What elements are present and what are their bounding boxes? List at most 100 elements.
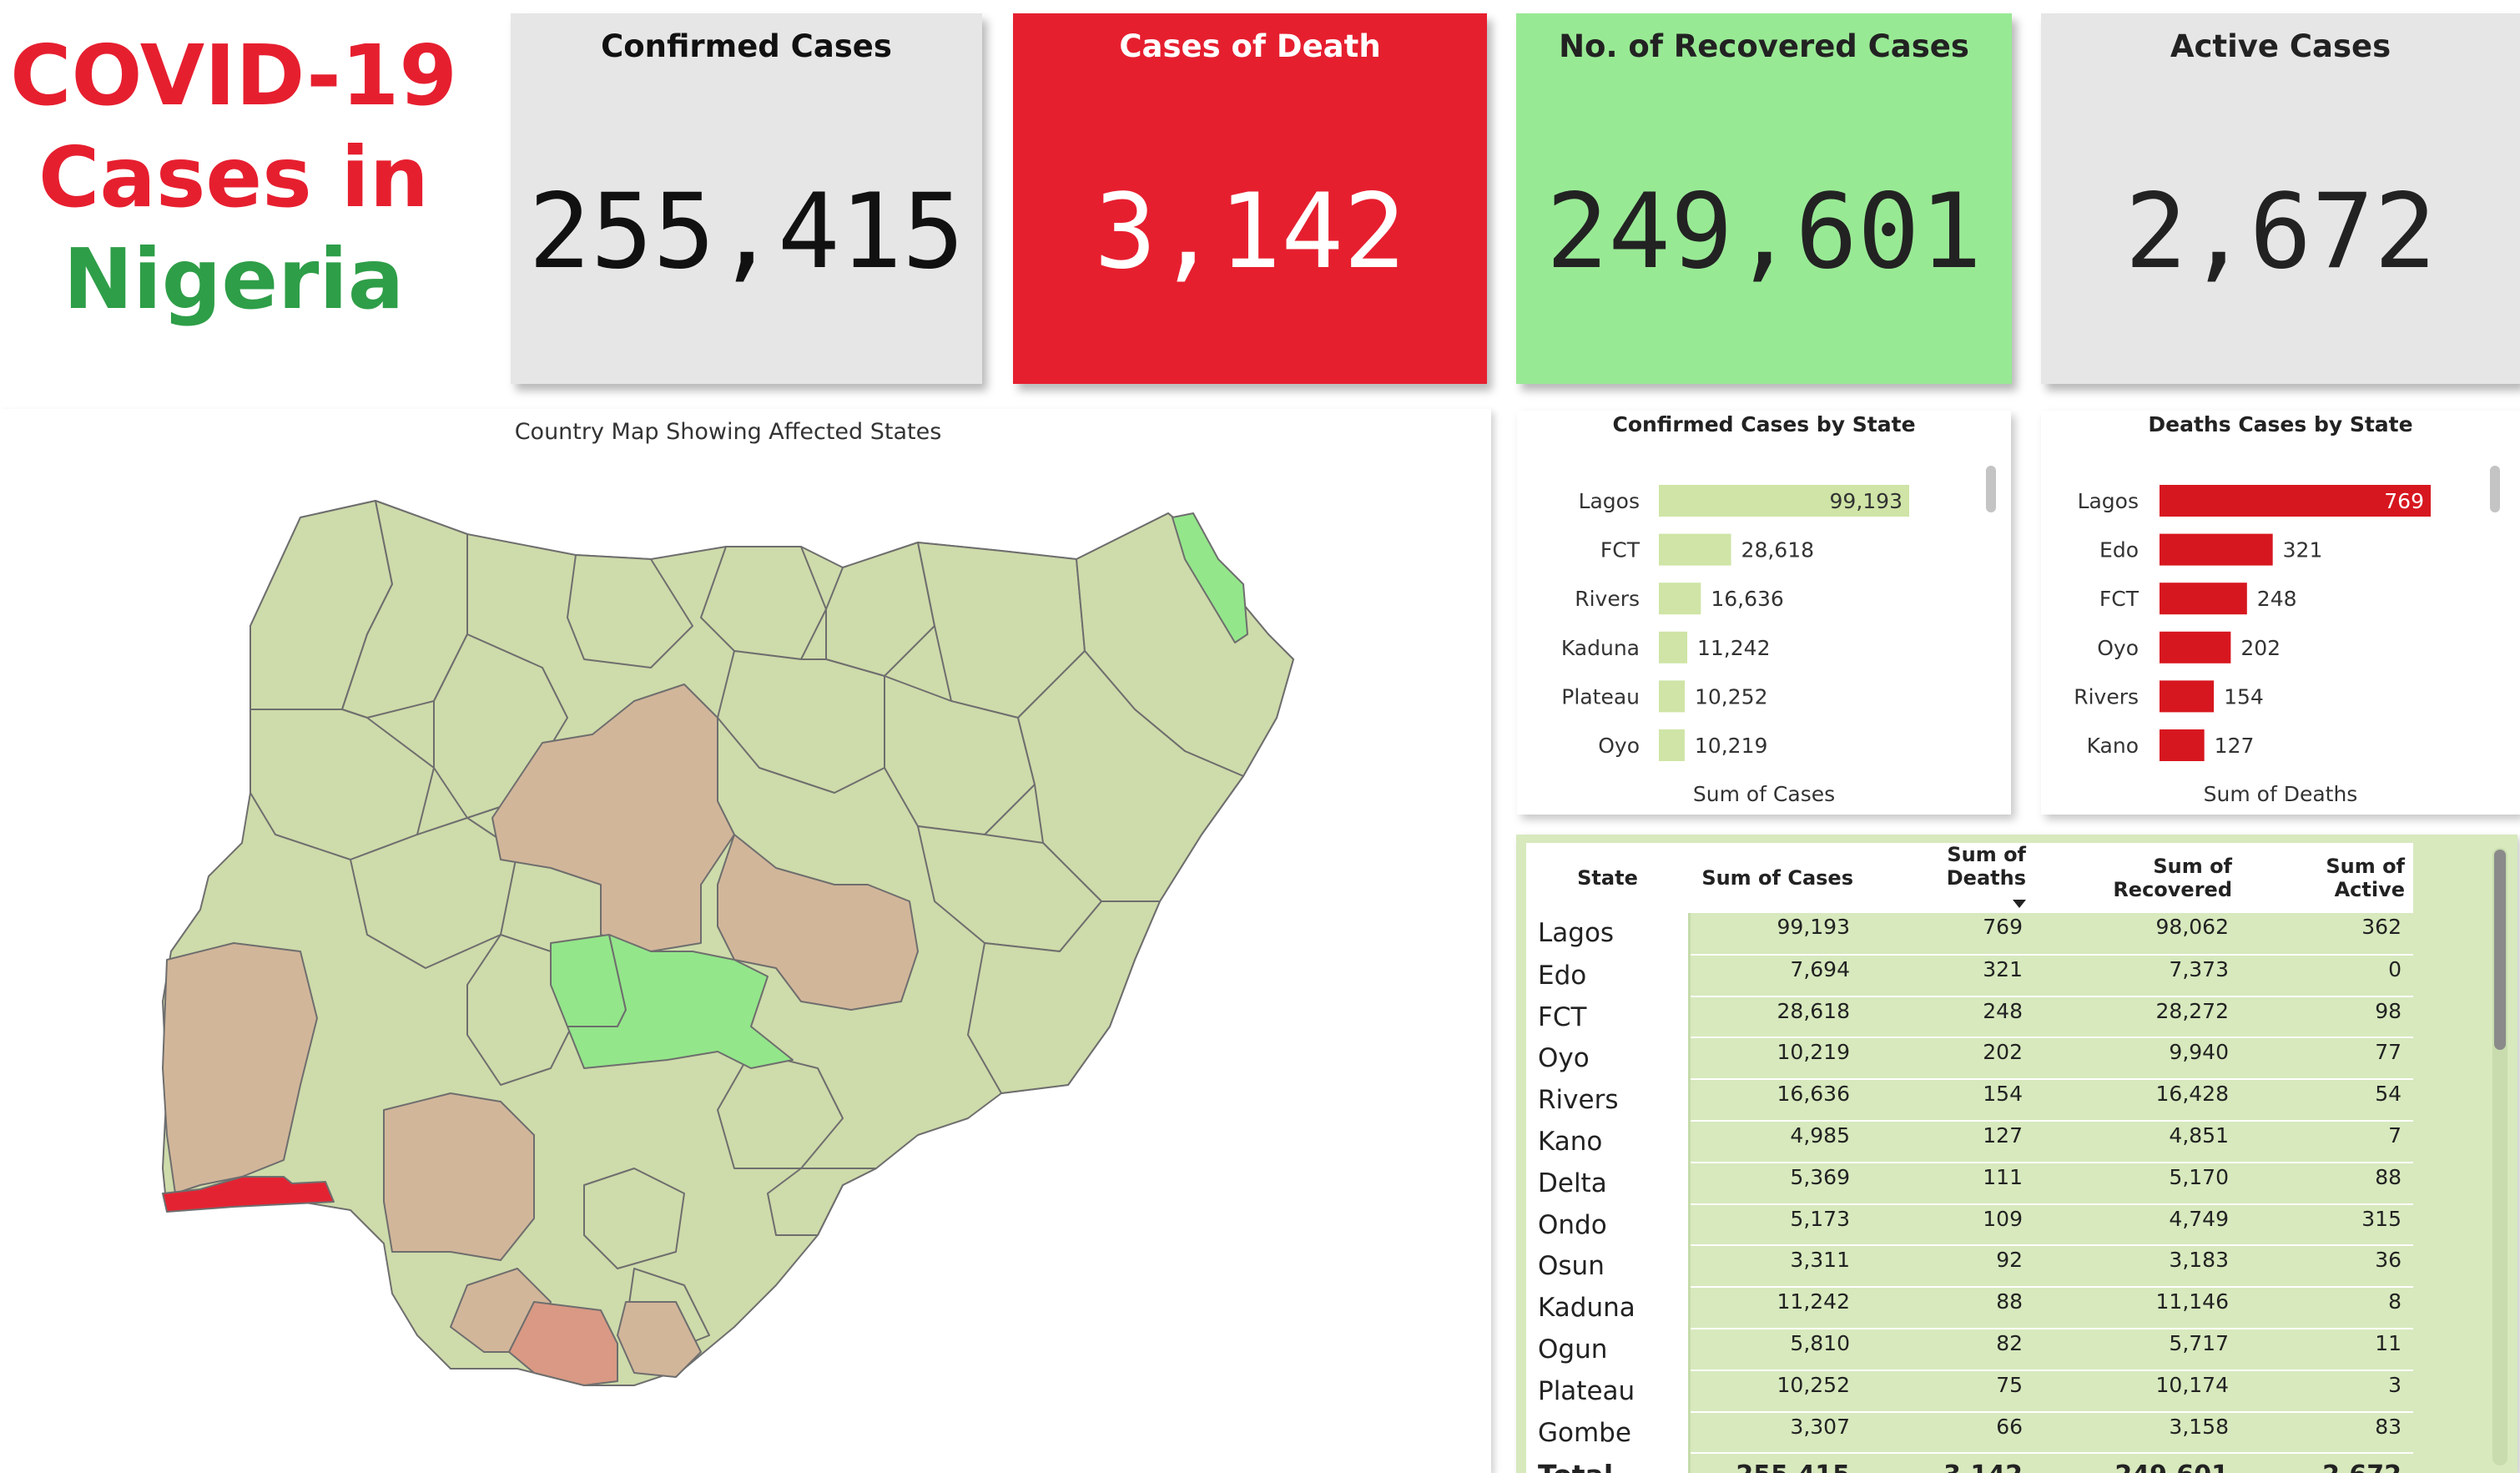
bar[interactable] [2160, 680, 2215, 713]
cell-sum-of-cases: 5,810 [1689, 1328, 1862, 1371]
cell-state: FCT [1526, 996, 1691, 1039]
cell-sum-of-cases: 7,694 [1689, 954, 1862, 997]
table-row[interactable]: Osun 3,311 92 3,183 36 [1526, 1245, 2413, 1289]
confirmed-bars[interactable]: Lagos 99,193 FCT 28,618 Rivers 16,636 Kaduna 11… [1517, 411, 2011, 815]
cell-sum-of-recovered: 5,717 [2034, 1328, 2240, 1371]
state-summary-table-panel[interactable]: State Sum of Cases Sum of Deaths Sum of … [1516, 835, 2517, 1473]
bar[interactable] [2160, 485, 2431, 517]
bar-category-label: Oyo [2097, 636, 2139, 660]
deaths-cases-by-state-chart[interactable]: Deaths Cases by State Lagos 769 Edo 321 FCT 2… [2041, 411, 2520, 815]
confirmed-cases-card[interactable]: Confirmed Cases 255,415 [511, 13, 982, 384]
cell-sum-of-cases: 3,307 [1689, 1411, 1862, 1455]
cell-sum-of-recovered: 9,940 [2034, 1037, 2240, 1081]
map-state [717, 650, 885, 794]
cell-sum-of-cases: 16,636 [1689, 1079, 1862, 1122]
map-state-rivers [508, 1301, 618, 1386]
chart-title: Confirmed Cases by State [1612, 412, 1916, 436]
table-row[interactable]: Gombe 3,307 66 3,158 83 [1526, 1411, 2413, 1455]
bar-value-label: 10,219 [1695, 734, 1767, 758]
nigeria-state-map[interactable] [0, 409, 1491, 1473]
bar[interactable] [1659, 533, 1731, 566]
header-state[interactable]: State [1526, 843, 1689, 913]
bar[interactable] [1659, 680, 1686, 713]
map-panel[interactable]: Country Map Showing Affected States [0, 409, 1491, 1473]
table-row[interactable]: Plateau 10,252 75 10,174 3 [1526, 1370, 2413, 1413]
map-title: Country Map Showing Affected States [514, 419, 942, 445]
table-body: Lagos 99,193 769 98,062 362 Edo 7,694 321 7,373 0… [1526, 913, 2413, 1473]
cell-state: Gombe [1526, 1411, 1691, 1455]
table-row[interactable]: Rivers 16,636 154 16,428 54 [1526, 1079, 2413, 1122]
cell-sum-of-deaths: 66 [1862, 1411, 2034, 1455]
header-sum-of-cases[interactable]: Sum of Cases [1689, 843, 1862, 913]
header-sum-of-active[interactable]: Sum of Active [2240, 843, 2413, 913]
bar[interactable] [2160, 533, 2273, 566]
card-value: 2,672 [2124, 172, 2437, 292]
total-value: 2,672 [2240, 1453, 2413, 1473]
card-value: 255,415 [528, 172, 965, 292]
bar-value-label: 127 [2215, 734, 2255, 758]
cell-state: Oyo [1526, 1037, 1691, 1081]
cell-sum-of-deaths: 154 [1862, 1079, 2034, 1122]
cell-state: Rivers [1526, 1079, 1691, 1122]
cell-sum-of-recovered: 4,749 [2034, 1203, 2240, 1247]
cell-sum-of-cases: 11,242 [1689, 1287, 1862, 1329]
title-line-1: COVID-19 [10, 27, 457, 124]
map-state-green [1172, 512, 1248, 643]
bar[interactable] [1659, 729, 1685, 761]
table-scrollbar[interactable] [2492, 848, 2507, 1465]
cell-sum-of-cases: 5,173 [1689, 1203, 1862, 1247]
cell-sum-of-recovered: 3,158 [2034, 1411, 2240, 1455]
bar-value-label: 28,618 [1741, 538, 1814, 562]
table-row[interactable]: FCT 28,618 248 28,272 98 [1526, 996, 2413, 1039]
cell-sum-of-recovered: 98,062 [2034, 913, 2240, 956]
card-label: Confirmed Cases [601, 28, 892, 64]
bar[interactable] [1659, 631, 1688, 663]
table-row[interactable]: Oyo 10,219 202 9,940 77 [1526, 1037, 2413, 1081]
header-sum-of-recovered[interactable]: Sum of Recovered [2034, 843, 2240, 913]
table-row[interactable]: Ondo 5,173 109 4,749 315 [1526, 1203, 2413, 1247]
map-state-green [567, 934, 794, 1069]
table-row[interactable]: Lagos 99,193 769 98,062 362 [1526, 913, 2413, 956]
table-row[interactable]: Kaduna 11,242 88 11,146 8 [1526, 1287, 2413, 1329]
table-row[interactable]: Kano 4,985 127 4,851 7 [1526, 1120, 2413, 1163]
bar-value-label: 11,242 [1697, 636, 1770, 660]
map-state-brown [162, 942, 318, 1194]
cell-state: Ogun [1526, 1328, 1691, 1371]
cell-sum-of-deaths: 88 [1862, 1287, 2034, 1329]
bar-category-label: Rivers [2074, 684, 2139, 709]
bar[interactable] [1659, 485, 1909, 517]
table-row[interactable]: Edo 7,694 321 7,373 0 [1526, 954, 2413, 997]
active-cases-card[interactable]: Active Cases 2,672 [2041, 13, 2520, 384]
death-bars[interactable]: Lagos 769 Edo 321 FCT 248 Oyo 202 Rivers 154 Kano 1… [2041, 411, 2520, 815]
bar[interactable] [2160, 631, 2231, 663]
map-state-lagos [162, 1176, 335, 1213]
cell-sum-of-recovered: 28,272 [2034, 996, 2240, 1039]
cell-sum-of-deaths: 109 [1862, 1203, 2034, 1247]
map-state [767, 1168, 877, 1236]
cell-sum-of-active: 88 [2240, 1162, 2413, 1205]
chart-scrollbar-thumb[interactable] [2490, 466, 2500, 512]
cell-sum-of-cases: 28,618 [1689, 996, 1862, 1039]
chart-scrollbar-thumb[interactable] [1986, 466, 1996, 512]
table-row[interactable]: Delta 5,369 111 5,170 88 [1526, 1162, 2413, 1205]
confirmed-cases-by-state-chart[interactable]: Confirmed Cases by State Lagos 99,193 FCT 2… [1517, 411, 2011, 815]
map-state [1017, 650, 1244, 902]
table-row[interactable]: Ogun 5,810 82 5,717 11 [1526, 1328, 2413, 1371]
bar[interactable] [2160, 583, 2247, 615]
total-label: Total [1526, 1453, 1691, 1473]
cell-sum-of-deaths: 321 [1862, 954, 2034, 997]
cell-sum-of-cases: 99,193 [1689, 913, 1862, 956]
title-line-3: Nigeria [63, 230, 405, 328]
bar[interactable] [1659, 583, 1701, 615]
death-cases-card[interactable]: Cases of Death 3,142 [1013, 13, 1487, 384]
cell-state: Lagos [1526, 913, 1691, 956]
header-sum-of-deaths[interactable]: Sum of Deaths [1862, 843, 2034, 913]
cell-sum-of-deaths: 202 [1862, 1037, 2034, 1081]
cell-state: Plateau [1526, 1370, 1691, 1413]
cell-sum-of-active: 83 [2240, 1411, 2413, 1455]
table-scrollbar-thumb[interactable] [2494, 850, 2506, 1050]
cell-sum-of-deaths: 82 [1862, 1328, 2034, 1371]
recovered-cases-card[interactable]: No. of Recovered Cases 249,601 [1516, 13, 2012, 384]
bar[interactable] [2160, 729, 2205, 761]
bar-value-label: 321 [2283, 538, 2323, 562]
